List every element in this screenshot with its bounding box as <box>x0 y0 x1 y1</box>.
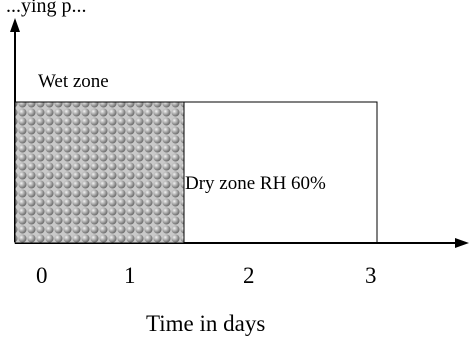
top-cut-text: ...ying p... <box>6 0 87 17</box>
x-tick-3: 3 <box>365 263 377 288</box>
wet-zone-region <box>14 101 185 244</box>
x-axis-arrow <box>455 238 469 248</box>
x-tick-1: 1 <box>124 263 136 288</box>
y-axis-arrow <box>10 18 20 32</box>
x-tick-0: 0 <box>36 263 48 288</box>
dry-zone-region <box>183 101 378 244</box>
dry-zone-label: Dry zone RH 60% <box>185 173 326 194</box>
wet-zone-label: Wet zone <box>38 71 109 92</box>
x-axis-title: Time in days <box>146 311 265 336</box>
x-tick-2: 2 <box>243 263 255 288</box>
